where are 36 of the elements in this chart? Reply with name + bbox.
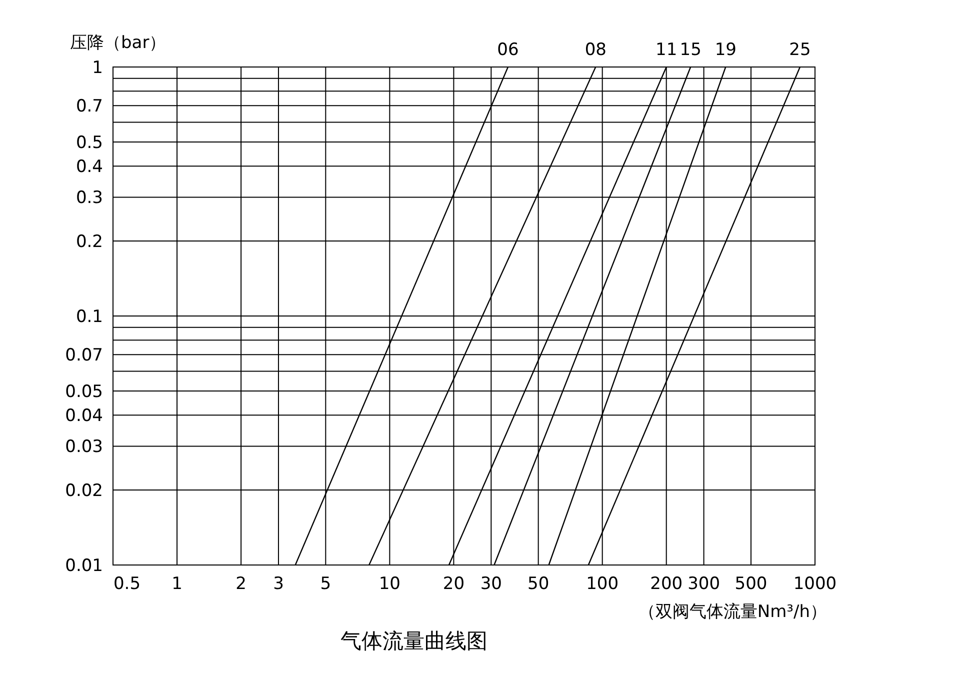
x-tick-label: 0.5 [113,574,141,594]
series-label: 15 [680,40,702,60]
y-tick-label: 0.4 [76,157,103,178]
x-axis-title: （双阀气体流量Nm³/h） [638,602,827,622]
x-tick-label: 10 [378,574,400,594]
x-tick-label: 1 [172,574,182,594]
x-tick-label: 1000 [793,574,837,594]
series-label: 25 [789,40,811,60]
series-label: 19 [714,40,736,60]
series-label: 11 [656,40,678,60]
y-tick-label: 0.05 [65,382,103,402]
y-tick-label: 0.3 [76,188,103,208]
x-tick-label: 50 [528,574,550,594]
x-tick-label: 5 [320,574,332,594]
series-label: 06 [497,40,519,60]
x-tick-label: 2 [236,574,246,594]
x-tick-label: 3 [273,574,284,594]
y-tick-label: 0.5 [76,132,103,153]
y-tick-label: 0.7 [76,96,103,117]
y-tick-label: 0.07 [65,346,103,366]
text: 气体流量曲线图 [340,629,488,653]
y-axis-title: 压降（bar） [70,33,166,53]
y-tick-label: 0.03 [65,437,103,458]
x-tick-label: 500 [734,574,768,594]
y-tick-label: 0.02 [65,481,103,502]
y-tick-label: 0.2 [76,232,103,252]
y-tick-label: 0.01 [65,556,103,576]
x-tick-label: 30 [480,574,502,594]
series-label: 08 [584,40,606,60]
x-tick-label: 200 [650,574,683,594]
y-tick-label: 1 [92,58,103,78]
y-tick-label: 0.04 [65,406,103,426]
x-tick-label: 20 [442,574,465,594]
x-tick-label: 100 [586,574,619,594]
x-tick-label: 300 [688,574,720,594]
y-tick-label: 0.1 [76,307,103,327]
